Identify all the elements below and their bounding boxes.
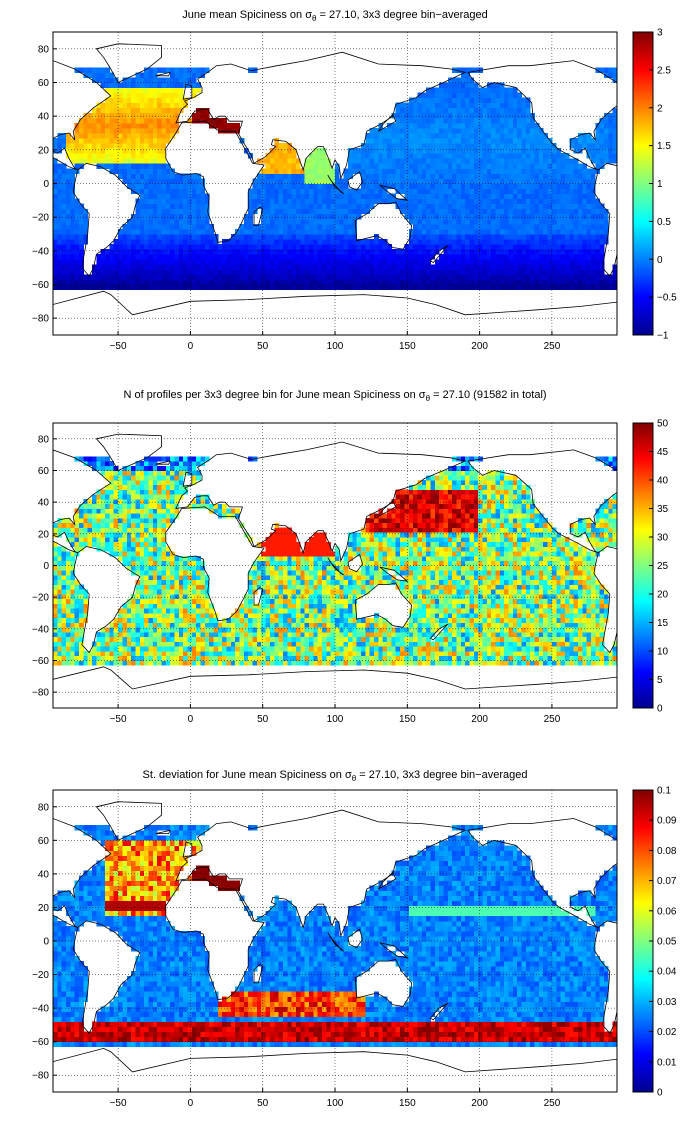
colorbar-tick-label: 0.09 bbox=[657, 816, 677, 827]
x-tick-label: 200 bbox=[471, 341, 488, 352]
y-tick-label: −20 bbox=[32, 593, 49, 604]
y-tick-label: 40 bbox=[38, 869, 50, 880]
x-tick-label: −50 bbox=[110, 1098, 127, 1109]
colorbar-tick-label: 25 bbox=[657, 561, 669, 572]
y-tick-label: −80 bbox=[32, 314, 49, 325]
x-tick-label: 250 bbox=[544, 714, 561, 725]
colorbar-tick-label: 45 bbox=[657, 447, 669, 458]
y-tick-label: 20 bbox=[38, 903, 50, 914]
x-tick-label: 250 bbox=[544, 1098, 561, 1109]
colorbar-tick-label: 0.07 bbox=[657, 876, 677, 887]
x-tick-label: −50 bbox=[110, 714, 127, 725]
y-tick-label: 0 bbox=[43, 561, 49, 572]
x-tick-label: 150 bbox=[399, 341, 416, 352]
x-tick-label: 50 bbox=[257, 341, 269, 352]
y-tick-label: −60 bbox=[32, 656, 49, 667]
colorbar-tick-label: 0.05 bbox=[657, 937, 677, 948]
colorbar-tick-label: 35 bbox=[657, 504, 669, 515]
x-tick-label: 150 bbox=[399, 1098, 416, 1109]
x-tick-label: 200 bbox=[471, 714, 488, 725]
y-tick-label: 80 bbox=[38, 44, 50, 55]
y-tick-label: 80 bbox=[38, 434, 50, 445]
y-tick-label: −40 bbox=[32, 1004, 49, 1015]
colorbar-tick-label: 20 bbox=[657, 590, 669, 601]
y-tick-label: 80 bbox=[38, 802, 50, 813]
x-tick-label: 0 bbox=[188, 714, 194, 725]
colorbar-tick-label: 5 bbox=[657, 675, 663, 686]
x-tick-label: 50 bbox=[257, 714, 269, 725]
y-tick-label: 20 bbox=[38, 145, 50, 156]
colorbar-tick-label: 0.5 bbox=[657, 217, 671, 228]
colorbar-tick-label: 0.08 bbox=[657, 846, 677, 857]
colorbar-tick-label: 0 bbox=[657, 704, 663, 715]
chart-title: St. deviation for June mean Spiciness on… bbox=[143, 769, 528, 783]
chart-title: June mean Spiciness on σθ = 27.10, 3x3 d… bbox=[182, 9, 487, 23]
x-tick-label: 100 bbox=[327, 1098, 344, 1109]
x-tick-label: 0 bbox=[188, 1098, 194, 1109]
y-tick-label: −60 bbox=[32, 1037, 49, 1048]
colorbar-tick-label: 15 bbox=[657, 618, 669, 629]
x-tick-label: 100 bbox=[327, 341, 344, 352]
colorbar-tick-label: 2.5 bbox=[657, 65, 671, 76]
x-tick-label: 100 bbox=[327, 714, 344, 725]
x-tick-label: 150 bbox=[399, 714, 416, 725]
chart-title: N of profiles per 3x3 degree bin for Jun… bbox=[123, 389, 546, 403]
colorbar-tick-label: 0.06 bbox=[657, 906, 677, 917]
y-tick-label: −20 bbox=[32, 213, 49, 224]
colorbar-tick-label: 0.1 bbox=[657, 786, 671, 797]
colorbar-tick-label: 2 bbox=[657, 103, 663, 114]
x-tick-label: 0 bbox=[188, 341, 194, 352]
y-tick-label: 60 bbox=[38, 78, 50, 89]
y-tick-label: 40 bbox=[38, 112, 50, 123]
grid bbox=[53, 790, 617, 1092]
y-tick-label: −40 bbox=[32, 246, 49, 257]
heatmap-cells bbox=[53, 456, 618, 666]
y-tick-label: −40 bbox=[32, 624, 49, 635]
colorbar-tick-label: 1.5 bbox=[657, 141, 671, 152]
colorbar-tick-label: 50 bbox=[657, 419, 669, 430]
x-tick-label: −50 bbox=[110, 341, 127, 352]
heatmap-cells bbox=[53, 67, 618, 290]
y-tick-label: 0 bbox=[43, 179, 49, 190]
y-tick-label: 60 bbox=[38, 466, 50, 477]
x-tick-label: 50 bbox=[257, 1098, 269, 1109]
grid bbox=[53, 423, 617, 708]
chart-panel-1: June mean Spiciness on σθ = 27.10, 3x3 d… bbox=[32, 9, 677, 352]
colorbar-tick-label: 1 bbox=[657, 179, 663, 190]
y-tick-label: −20 bbox=[32, 970, 49, 981]
y-tick-label: −80 bbox=[32, 1071, 49, 1082]
colorbar-tick-label: 0 bbox=[657, 255, 663, 266]
colorbar-tick-label: 0.04 bbox=[657, 967, 677, 978]
x-tick-label: 200 bbox=[471, 1098, 488, 1109]
colorbar-tick-label: 0.03 bbox=[657, 997, 677, 1008]
y-tick-label: 20 bbox=[38, 529, 50, 540]
y-tick-label: 0 bbox=[43, 937, 49, 948]
colorbar-tick-label: 10 bbox=[657, 647, 669, 658]
y-tick-label: 40 bbox=[38, 498, 50, 509]
y-tick-label: 60 bbox=[38, 836, 50, 847]
colorbar-tick-label: 0.01 bbox=[657, 1057, 677, 1068]
coastlines bbox=[53, 43, 617, 335]
colorbar-tick-label: 0.02 bbox=[657, 1027, 677, 1038]
chart-panel-3: St. deviation for June mean Spiciness on… bbox=[32, 769, 677, 1109]
chart-panel-2: N of profiles per 3x3 degree bin for Jun… bbox=[32, 389, 669, 725]
x-tick-label: 250 bbox=[544, 341, 561, 352]
grid bbox=[53, 32, 617, 335]
colorbar-tick-label: −0.5 bbox=[657, 293, 677, 304]
colorbar-tick-label: 3 bbox=[657, 28, 663, 39]
y-tick-label: −80 bbox=[32, 688, 49, 699]
colorbar-tick-label: 40 bbox=[657, 476, 669, 487]
colorbar-tick-label: 30 bbox=[657, 533, 669, 544]
colorbar-tick-label: −1 bbox=[657, 331, 669, 342]
y-tick-label: −60 bbox=[32, 280, 49, 291]
colorbar-tick-label: 0 bbox=[657, 1088, 663, 1099]
heatmap-cells bbox=[53, 825, 618, 1048]
